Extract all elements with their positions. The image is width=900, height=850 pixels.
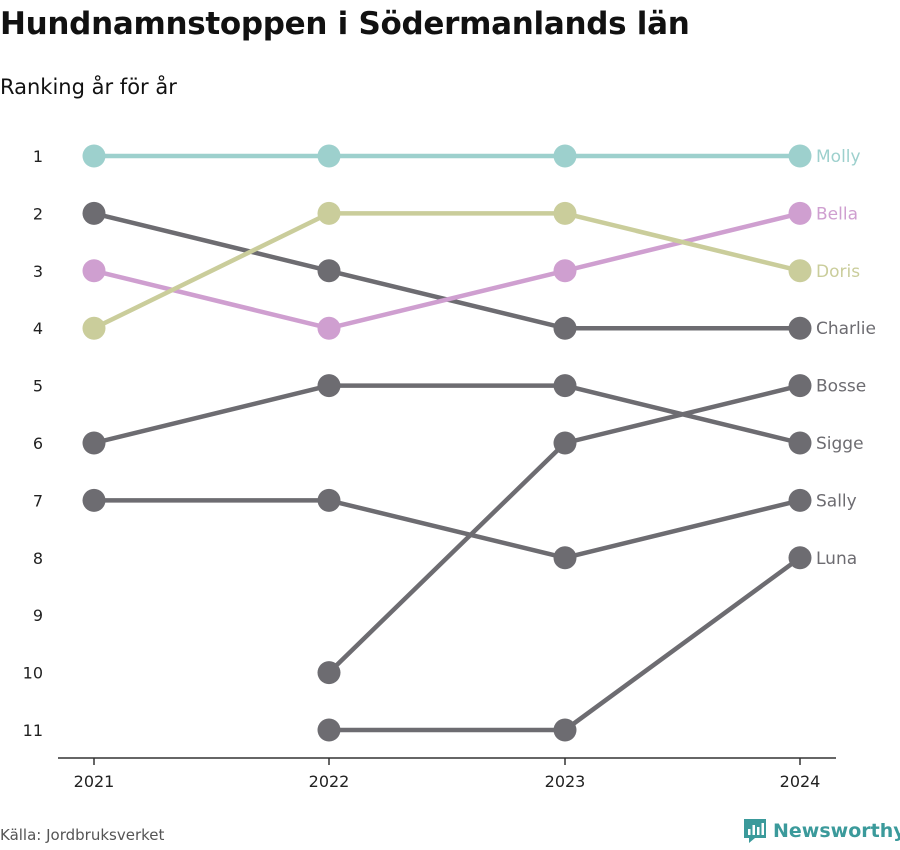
data-point <box>317 661 341 685</box>
source-note: Källa: Jordbruksverket <box>0 826 165 844</box>
y-tick-label: 5 <box>33 377 43 396</box>
brand-logo[interactable]: Newsworthy <box>743 818 900 844</box>
series-label: Molly <box>816 147 861 167</box>
data-point <box>82 316 106 340</box>
y-tick-label: 2 <box>33 204 43 223</box>
data-point <box>82 431 106 455</box>
data-point <box>317 259 341 283</box>
data-point <box>82 488 106 512</box>
y-tick-label: 4 <box>33 319 43 338</box>
x-tick-label: 2024 <box>780 772 821 791</box>
data-point <box>317 374 341 398</box>
series-label: Luna <box>816 549 857 569</box>
data-point <box>553 144 577 168</box>
data-point <box>553 718 577 742</box>
bar-chart-icon <box>744 819 766 843</box>
brand-name: Newsworthy <box>773 820 900 842</box>
series-line-bosse <box>326 383 803 675</box>
data-point <box>788 431 812 455</box>
y-tick-label: 7 <box>33 491 43 510</box>
series-line-sally <box>91 498 803 561</box>
data-point <box>553 259 577 283</box>
y-tick-label: 10 <box>23 664 43 683</box>
data-point <box>317 488 341 512</box>
data-point <box>788 374 812 398</box>
data-point <box>553 316 577 340</box>
data-point <box>317 144 341 168</box>
data-point <box>788 316 812 340</box>
series-label: Sigge <box>816 434 864 454</box>
data-point <box>317 718 341 742</box>
chart-subtitle: Ranking år för år <box>0 75 177 99</box>
chart-title: Hundnamnstoppen i Södermanlands län <box>0 6 690 42</box>
data-point <box>553 546 577 570</box>
data-point <box>317 201 341 225</box>
series-line-doris <box>91 211 803 331</box>
data-point <box>553 201 577 225</box>
data-point <box>788 546 812 570</box>
data-point <box>788 488 812 512</box>
data-point <box>788 201 812 225</box>
data-point <box>82 259 106 283</box>
data-point <box>553 431 577 455</box>
data-point <box>788 144 812 168</box>
series-line-luna <box>326 555 803 733</box>
series-line-bella <box>91 211 803 331</box>
x-tick-label: 2021 <box>74 772 115 791</box>
data-point <box>788 259 812 283</box>
y-tick-label: 6 <box>33 434 43 453</box>
y-tick-label: 11 <box>23 721 43 740</box>
x-tick-label: 2022 <box>309 772 350 791</box>
series-line-sigge <box>91 383 803 446</box>
series-label: Bella <box>816 204 858 224</box>
data-point <box>82 201 106 225</box>
data-point <box>317 316 341 340</box>
series-label: Charlie <box>816 319 876 339</box>
data-point <box>553 374 577 398</box>
y-tick-label: 1 <box>33 147 43 166</box>
series-label: Bosse <box>816 377 866 397</box>
series-label: Sally <box>816 491 857 511</box>
y-tick-label: 9 <box>33 606 43 625</box>
y-tick-label: 3 <box>33 262 43 281</box>
x-tick-label: 2023 <box>545 772 586 791</box>
y-tick-label: 8 <box>33 549 43 568</box>
series-label: Doris <box>816 262 860 282</box>
series-line-charlie <box>91 211 803 331</box>
data-point <box>82 144 106 168</box>
